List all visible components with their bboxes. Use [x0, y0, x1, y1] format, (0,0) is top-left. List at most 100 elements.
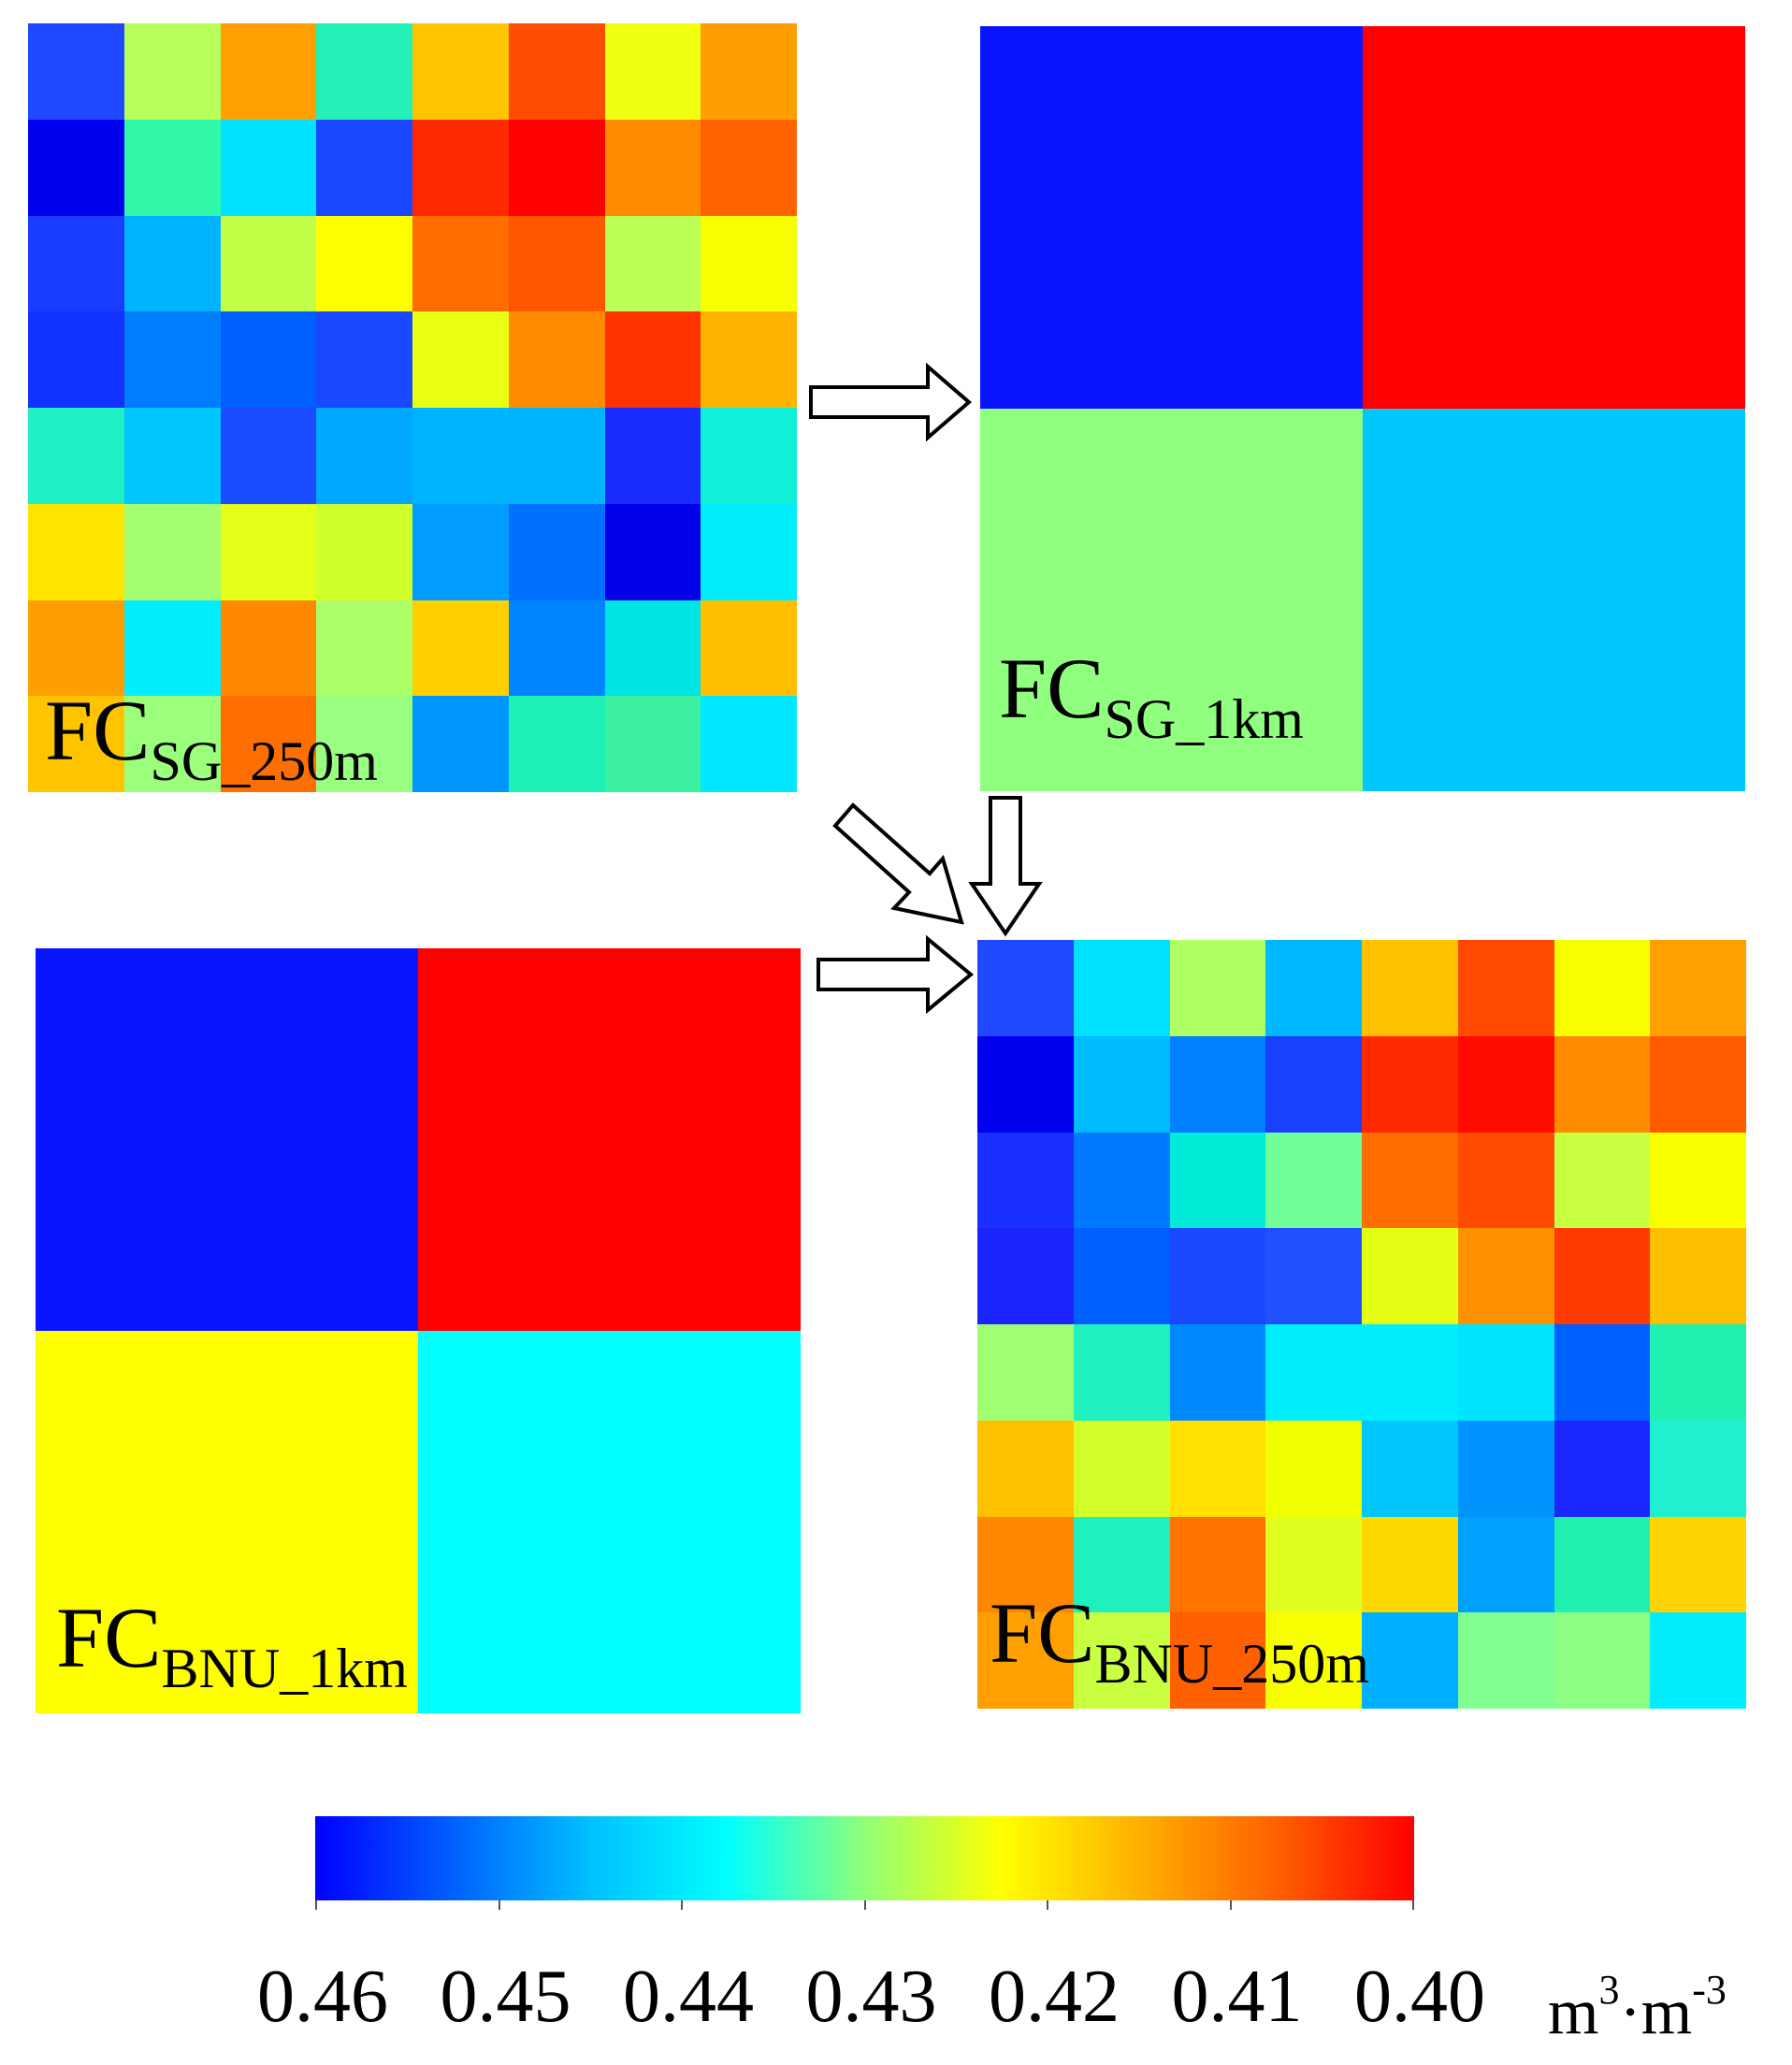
grid-cell — [1265, 1516, 1362, 1613]
grid-cell — [316, 215, 412, 312]
grid-cell — [1169, 1132, 1266, 1229]
grid-cell — [1169, 1420, 1266, 1517]
grid-cell — [1169, 940, 1266, 1036]
grid-cell — [1265, 1324, 1362, 1421]
grid-cell — [220, 119, 317, 216]
grid-cell — [123, 311, 221, 408]
grid-cell — [508, 119, 605, 216]
grid-cell — [604, 503, 701, 600]
grid-cell — [316, 23, 412, 120]
grid-cell — [701, 311, 797, 408]
grid-cell — [1362, 1420, 1458, 1517]
grid-cell — [28, 119, 124, 216]
grid-cell — [977, 940, 1074, 1036]
grid-cell — [604, 408, 701, 504]
grid-cell — [220, 503, 317, 600]
grid-cell — [412, 119, 509, 216]
label-fc-bnu-1km: FCBNU_1km — [56, 1590, 408, 1699]
grid-cell — [1169, 1516, 1266, 1613]
panel-fc-sg-1km — [980, 26, 1745, 791]
grid-cell — [977, 1132, 1074, 1229]
grid-cell — [1265, 1612, 1362, 1709]
grid-cell — [412, 408, 509, 504]
grid-cell — [1554, 1612, 1651, 1709]
grid-cell — [316, 119, 412, 216]
grid-cell — [977, 1420, 1074, 1517]
grid-cell — [412, 23, 509, 120]
grid-cell — [1169, 1035, 1266, 1133]
grid-cell — [1265, 1420, 1362, 1517]
grid-cell — [28, 696, 124, 792]
grid-cell — [977, 1612, 1074, 1709]
grid-cell — [1650, 1516, 1746, 1613]
colorbar-tick-label: 0.41 — [1171, 1956, 1303, 2038]
grid-cell — [1457, 1420, 1554, 1517]
grid-cell — [220, 599, 317, 697]
grid-cell — [1554, 1035, 1651, 1133]
grid-cell — [1169, 1612, 1266, 1709]
grid-cell — [1169, 1228, 1266, 1324]
grid-cell — [977, 1035, 1074, 1133]
colorbar-tick — [681, 1900, 683, 1910]
grid-cell — [604, 599, 701, 697]
panel-fc-bnu-250m — [977, 940, 1746, 1709]
colorbar-tick — [315, 1900, 317, 1910]
arrow-right-top — [809, 362, 973, 442]
colorbar-tick — [863, 1900, 866, 1910]
colorbar-tick-label: 0.40 — [1354, 1956, 1485, 2038]
grid-cell — [36, 948, 418, 1331]
panel-fc-sg-250m — [28, 23, 797, 792]
grid-cell — [316, 311, 412, 408]
grid-cell — [1265, 940, 1362, 1036]
grid-cell — [604, 696, 701, 792]
grid-cell — [1554, 1228, 1651, 1324]
grid-cell — [1073, 1324, 1170, 1421]
grid-cell — [1650, 1612, 1746, 1709]
grid-cell — [1073, 1420, 1170, 1517]
grid-cell — [412, 311, 509, 408]
colorbar-unit: m3·m-3 — [1548, 1967, 1727, 2049]
grid-cell — [1554, 1132, 1651, 1229]
grid-cell — [220, 408, 317, 504]
grid-cell — [1650, 940, 1746, 1036]
colorbar-tick-label: 0.45 — [440, 1956, 571, 2038]
grid-cell — [604, 23, 701, 120]
grid-cell — [412, 215, 509, 312]
grid-cell — [1457, 1516, 1554, 1613]
grid-cell — [28, 23, 124, 120]
grid-cell — [1650, 1132, 1746, 1229]
grid-cell — [508, 215, 605, 312]
grid-cell — [977, 1228, 1074, 1324]
grid-cell — [508, 696, 605, 792]
colorbar-tick — [1412, 1900, 1414, 1910]
grid-cell — [123, 215, 221, 312]
grid-cell — [701, 696, 797, 792]
grid-cell — [1650, 1324, 1746, 1421]
grid-cell — [123, 503, 221, 600]
grid-cell — [28, 408, 124, 504]
arrow-right-bottom — [817, 934, 975, 1015]
colorbar-tick — [1229, 1900, 1232, 1910]
grid-cell — [36, 1331, 418, 1713]
grid-cell — [701, 215, 797, 312]
grid-cell — [1554, 1324, 1651, 1421]
grid-cell — [1650, 1035, 1746, 1133]
grid-cell — [508, 503, 605, 600]
grid-cell — [316, 503, 412, 600]
grid-cell — [980, 26, 1363, 409]
colorbar-tick — [498, 1900, 500, 1910]
panel-fc-bnu-1km — [36, 948, 801, 1713]
colorbar-tick-label: 0.43 — [805, 1956, 937, 2038]
grid-cell — [701, 119, 797, 216]
grid-cell — [1554, 940, 1651, 1036]
grid-cell — [1362, 1516, 1458, 1613]
grid-cell — [977, 1324, 1074, 1421]
grid-cell — [123, 696, 221, 792]
grid-cell — [1650, 1228, 1746, 1324]
grid-cell — [1362, 940, 1458, 1036]
grid-cell — [701, 599, 797, 697]
colorbar — [315, 1816, 1414, 1900]
grid-cell — [1073, 1612, 1170, 1709]
colorbar-tick-label: 0.42 — [989, 1956, 1120, 2038]
grid-cell — [1457, 1035, 1554, 1133]
